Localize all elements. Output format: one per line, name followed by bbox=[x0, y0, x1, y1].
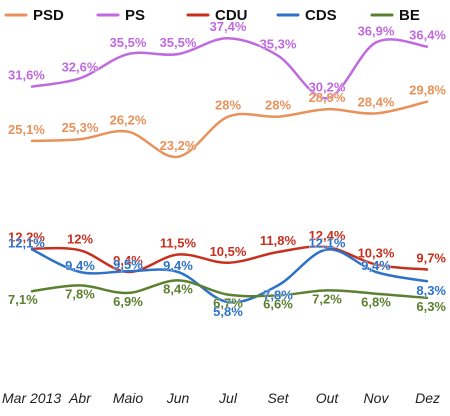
x-tick-label: Jun bbox=[166, 390, 190, 406]
legend-label-psd: PSD bbox=[33, 7, 64, 24]
data-label-ps: 35,5% bbox=[110, 35, 147, 50]
data-label-be: 7,8% bbox=[65, 286, 95, 301]
data-label-be: 6,6% bbox=[263, 296, 293, 311]
data-label-ps: 36,4% bbox=[409, 28, 446, 43]
data-label-psd: 28% bbox=[265, 98, 291, 113]
data-label-cds: 8,3% bbox=[416, 283, 446, 298]
series-line-psd bbox=[30, 100, 429, 159]
x-tick-label: Maio bbox=[113, 390, 144, 406]
legend-label-cds: CDS bbox=[305, 7, 337, 24]
data-label-ps: 36,9% bbox=[358, 23, 395, 38]
data-label-ps: 31,6% bbox=[8, 68, 45, 83]
data-label-psd: 26,2% bbox=[110, 113, 147, 128]
data-label-be: 6,8% bbox=[361, 295, 391, 310]
data-label-cds: 12,1% bbox=[309, 236, 346, 251]
data-label-cdu: 10,5% bbox=[210, 244, 247, 259]
data-label-cdu: 11,5% bbox=[160, 236, 197, 251]
series-line-be bbox=[30, 279, 429, 300]
data-label-ps: 30,2% bbox=[309, 79, 346, 94]
data-label-cds: 9,4% bbox=[163, 258, 193, 273]
data-label-be: 7,2% bbox=[312, 291, 342, 306]
data-label-cds: 9,4% bbox=[361, 258, 391, 273]
data-label-ps: 37,4% bbox=[210, 19, 247, 34]
data-label-cdu: 10,3% bbox=[358, 246, 395, 261]
series-line-cds bbox=[30, 248, 429, 304]
x-tick-label: Abr bbox=[68, 390, 92, 406]
legend-label-ps: PS bbox=[125, 7, 145, 24]
data-label-cdu: 9,4% bbox=[113, 253, 143, 268]
x-tick-label: Dez bbox=[415, 390, 440, 406]
x-tick-label: Jul bbox=[218, 390, 238, 406]
data-label-cds: 9,5% bbox=[113, 257, 143, 272]
data-label-cdu: 12,2% bbox=[8, 230, 45, 245]
data-label-be: 8,4% bbox=[163, 281, 193, 296]
data-label-ps: 35,5% bbox=[160, 35, 197, 50]
data-label-psd: 23,2% bbox=[160, 138, 197, 153]
legend-label-cdu: CDU bbox=[215, 7, 248, 24]
data-label-psd: 25,1% bbox=[8, 122, 45, 137]
data-label-cdu: 12,4% bbox=[309, 228, 346, 243]
x-tick-label: Mar 2013 bbox=[2, 390, 61, 406]
series-line-ps bbox=[30, 36, 429, 100]
data-label-cdu: 9,7% bbox=[416, 251, 446, 266]
data-label-cds: 12,1% bbox=[8, 236, 45, 251]
data-label-psd: 28,9% bbox=[309, 90, 346, 105]
data-label-psd: 28% bbox=[215, 98, 241, 113]
data-label-cdu: 11,8% bbox=[260, 233, 297, 248]
data-label-cds: 7,8% bbox=[263, 287, 293, 302]
data-label-psd: 29,8% bbox=[409, 83, 446, 98]
data-label-cds: 9,4% bbox=[65, 258, 95, 273]
data-label-cdu: 12% bbox=[67, 231, 93, 246]
x-tick-label: Out bbox=[316, 390, 340, 406]
legend-label-be: BE bbox=[399, 7, 420, 24]
data-label-cds: 5,8% bbox=[213, 304, 243, 319]
data-label-ps: 32,6% bbox=[62, 59, 99, 74]
x-tick-label: Nov bbox=[364, 390, 390, 406]
data-label-be: 6,7% bbox=[213, 296, 243, 311]
data-label-psd: 25,3% bbox=[62, 120, 99, 135]
data-label-be: 6,3% bbox=[416, 299, 446, 314]
data-label-be: 7,1% bbox=[8, 292, 38, 307]
data-label-ps: 35,3% bbox=[260, 37, 297, 52]
data-label-be: 6,9% bbox=[113, 294, 143, 309]
data-label-psd: 28,4% bbox=[358, 94, 395, 109]
series-line-cdu bbox=[30, 245, 429, 274]
x-tick-label: Set bbox=[267, 390, 289, 406]
